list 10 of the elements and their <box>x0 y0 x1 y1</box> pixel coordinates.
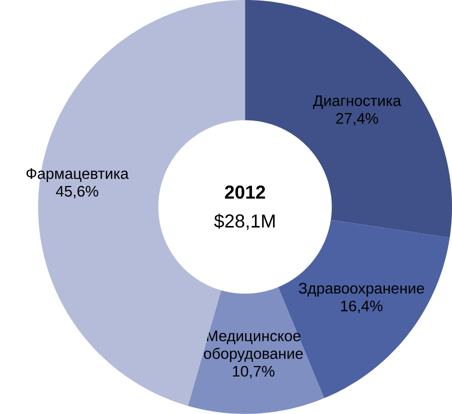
data-label: 45,6% <box>56 186 98 198</box>
slice-label: Медицинское оборудование <box>204 330 303 362</box>
text: $28,1M <box>214 214 275 230</box>
data-label: 10,7% <box>232 366 274 378</box>
slice-label: Фармацевтика <box>26 168 129 182</box>
data-label: 16,4% <box>341 300 383 314</box>
slice-label: Диагностика <box>313 96 402 110</box>
data-label: 27,4% <box>336 113 378 126</box>
text: 2012 <box>224 186 266 199</box>
slice-label: Здравоохранение <box>298 282 424 297</box>
